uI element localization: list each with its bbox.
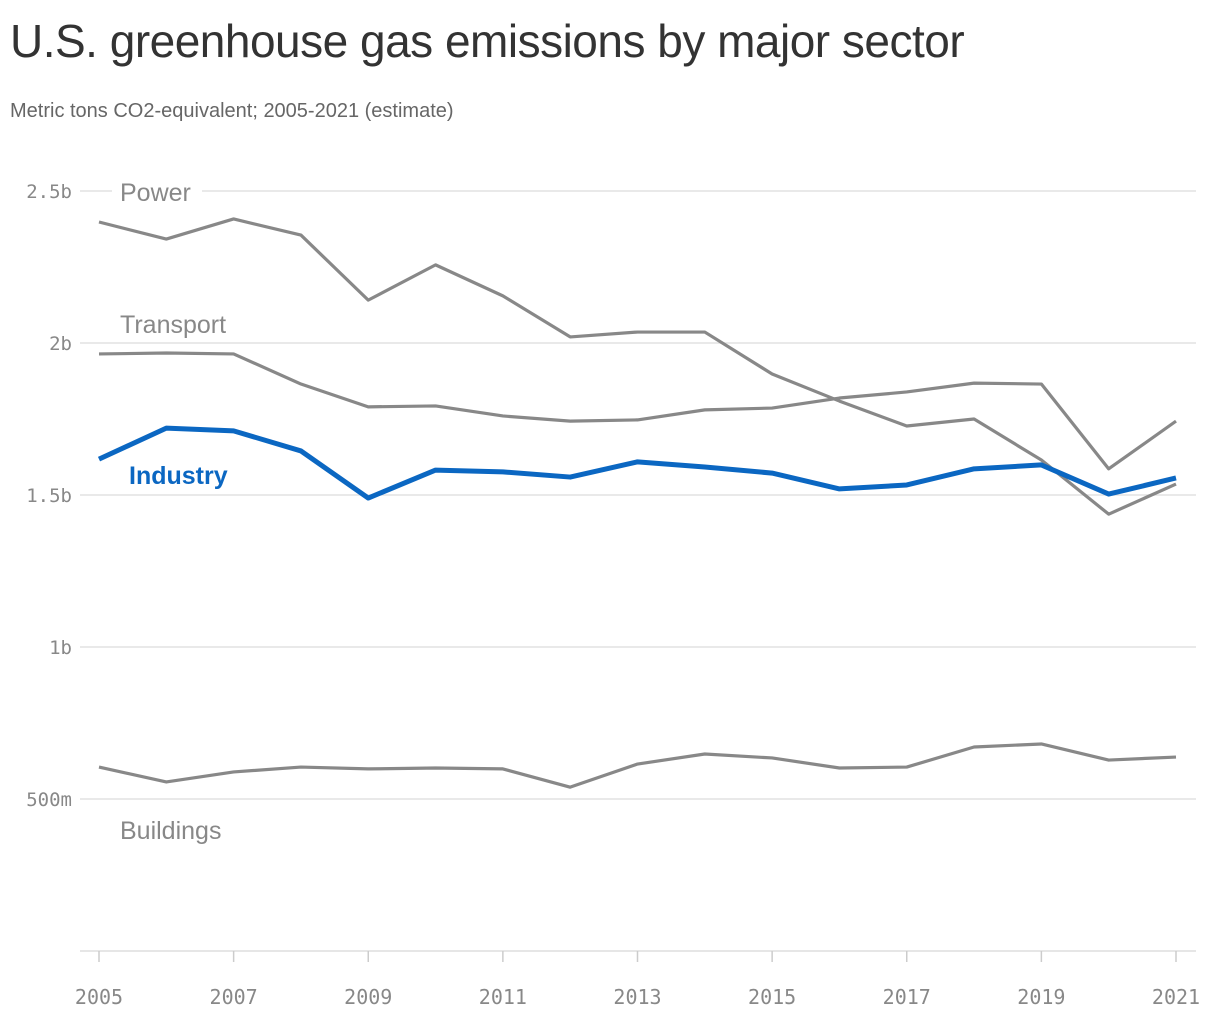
x-tick-label: 2021 [1152,985,1200,1009]
y-tick-label: 2.5b [26,181,72,203]
x-tick-label: 2015 [748,985,796,1009]
y-tick-label: 1b [49,637,72,659]
y-tick-label: 500m [26,789,72,811]
x-tick-label: 2009 [344,985,392,1009]
y-tick-label: 2b [49,333,72,355]
series-line-transport [98,351,1177,471]
series-line-buildings [98,742,1177,789]
x-tick-label: 2011 [479,985,527,1009]
chart-title: U.S. greenhouse gas emissions by major s… [10,15,965,67]
series-label-transport: Transport [120,311,226,339]
x-tick-label: 2005 [75,985,123,1009]
x-tick-label: 2019 [1017,985,1065,1009]
chart-subtitle: Metric tons CO2-equivalent; 2005-2021 (e… [10,100,454,122]
y-tick-label: 1.5b [26,485,72,507]
x-tick-label: 2007 [210,985,258,1009]
label-background [112,177,202,207]
series-label-industry: Industry [129,462,228,490]
series-line-power [98,217,1177,516]
x-tick-label: 2013 [613,985,661,1009]
series-label-buildings: Buildings [120,817,221,845]
series-line-industry [97,425,1177,501]
x-tick-label: 2017 [883,985,931,1009]
series-label-power: Power [120,179,191,207]
